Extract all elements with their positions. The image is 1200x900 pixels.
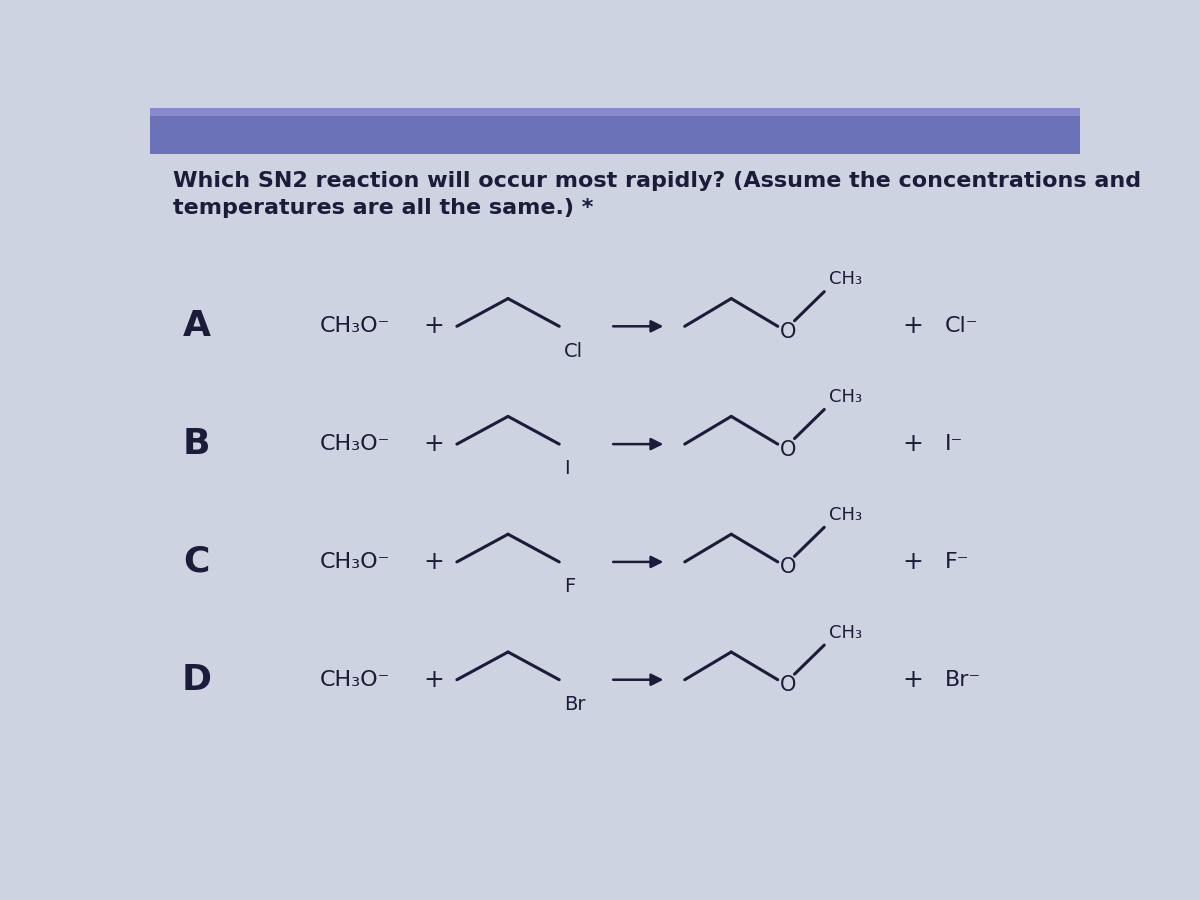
Text: C: C [184, 544, 210, 579]
Text: O: O [780, 322, 796, 342]
Text: Cl⁻: Cl⁻ [946, 316, 979, 337]
Text: CH₃: CH₃ [829, 506, 862, 524]
Text: F⁻: F⁻ [946, 552, 970, 572]
FancyBboxPatch shape [150, 108, 1080, 116]
Text: I: I [564, 459, 570, 479]
Text: CH₃O⁻: CH₃O⁻ [319, 434, 390, 454]
Text: temperatures are all the same.) *: temperatures are all the same.) * [173, 199, 594, 219]
Text: +: + [902, 314, 923, 338]
Text: Br⁻: Br⁻ [946, 670, 982, 689]
Text: Cl: Cl [564, 341, 583, 361]
Text: +: + [424, 314, 444, 338]
Text: +: + [902, 550, 923, 574]
Text: D: D [181, 662, 211, 697]
Text: CH₃O⁻: CH₃O⁻ [319, 316, 390, 337]
Text: A: A [182, 310, 210, 343]
Text: CH₃O⁻: CH₃O⁻ [319, 670, 390, 689]
Text: CH₃O⁻: CH₃O⁻ [319, 552, 390, 572]
FancyBboxPatch shape [150, 116, 1080, 155]
Text: CH₃: CH₃ [829, 270, 862, 288]
Text: O: O [780, 675, 796, 696]
Text: +: + [424, 550, 444, 574]
Text: Which SN2 reaction will occur most rapidly? (Assume the concentrations and: Which SN2 reaction will occur most rapid… [173, 171, 1141, 191]
Text: Br: Br [564, 695, 586, 714]
Text: +: + [424, 668, 444, 692]
Text: B: B [182, 428, 210, 461]
Text: +: + [424, 432, 444, 456]
Text: I⁻: I⁻ [946, 434, 964, 454]
Text: +: + [902, 668, 923, 692]
Text: F: F [564, 577, 575, 596]
Text: CH₃: CH₃ [829, 388, 862, 406]
Text: +: + [902, 432, 923, 456]
Text: O: O [780, 557, 796, 578]
Text: O: O [780, 439, 796, 460]
Text: CH₃: CH₃ [829, 624, 862, 642]
